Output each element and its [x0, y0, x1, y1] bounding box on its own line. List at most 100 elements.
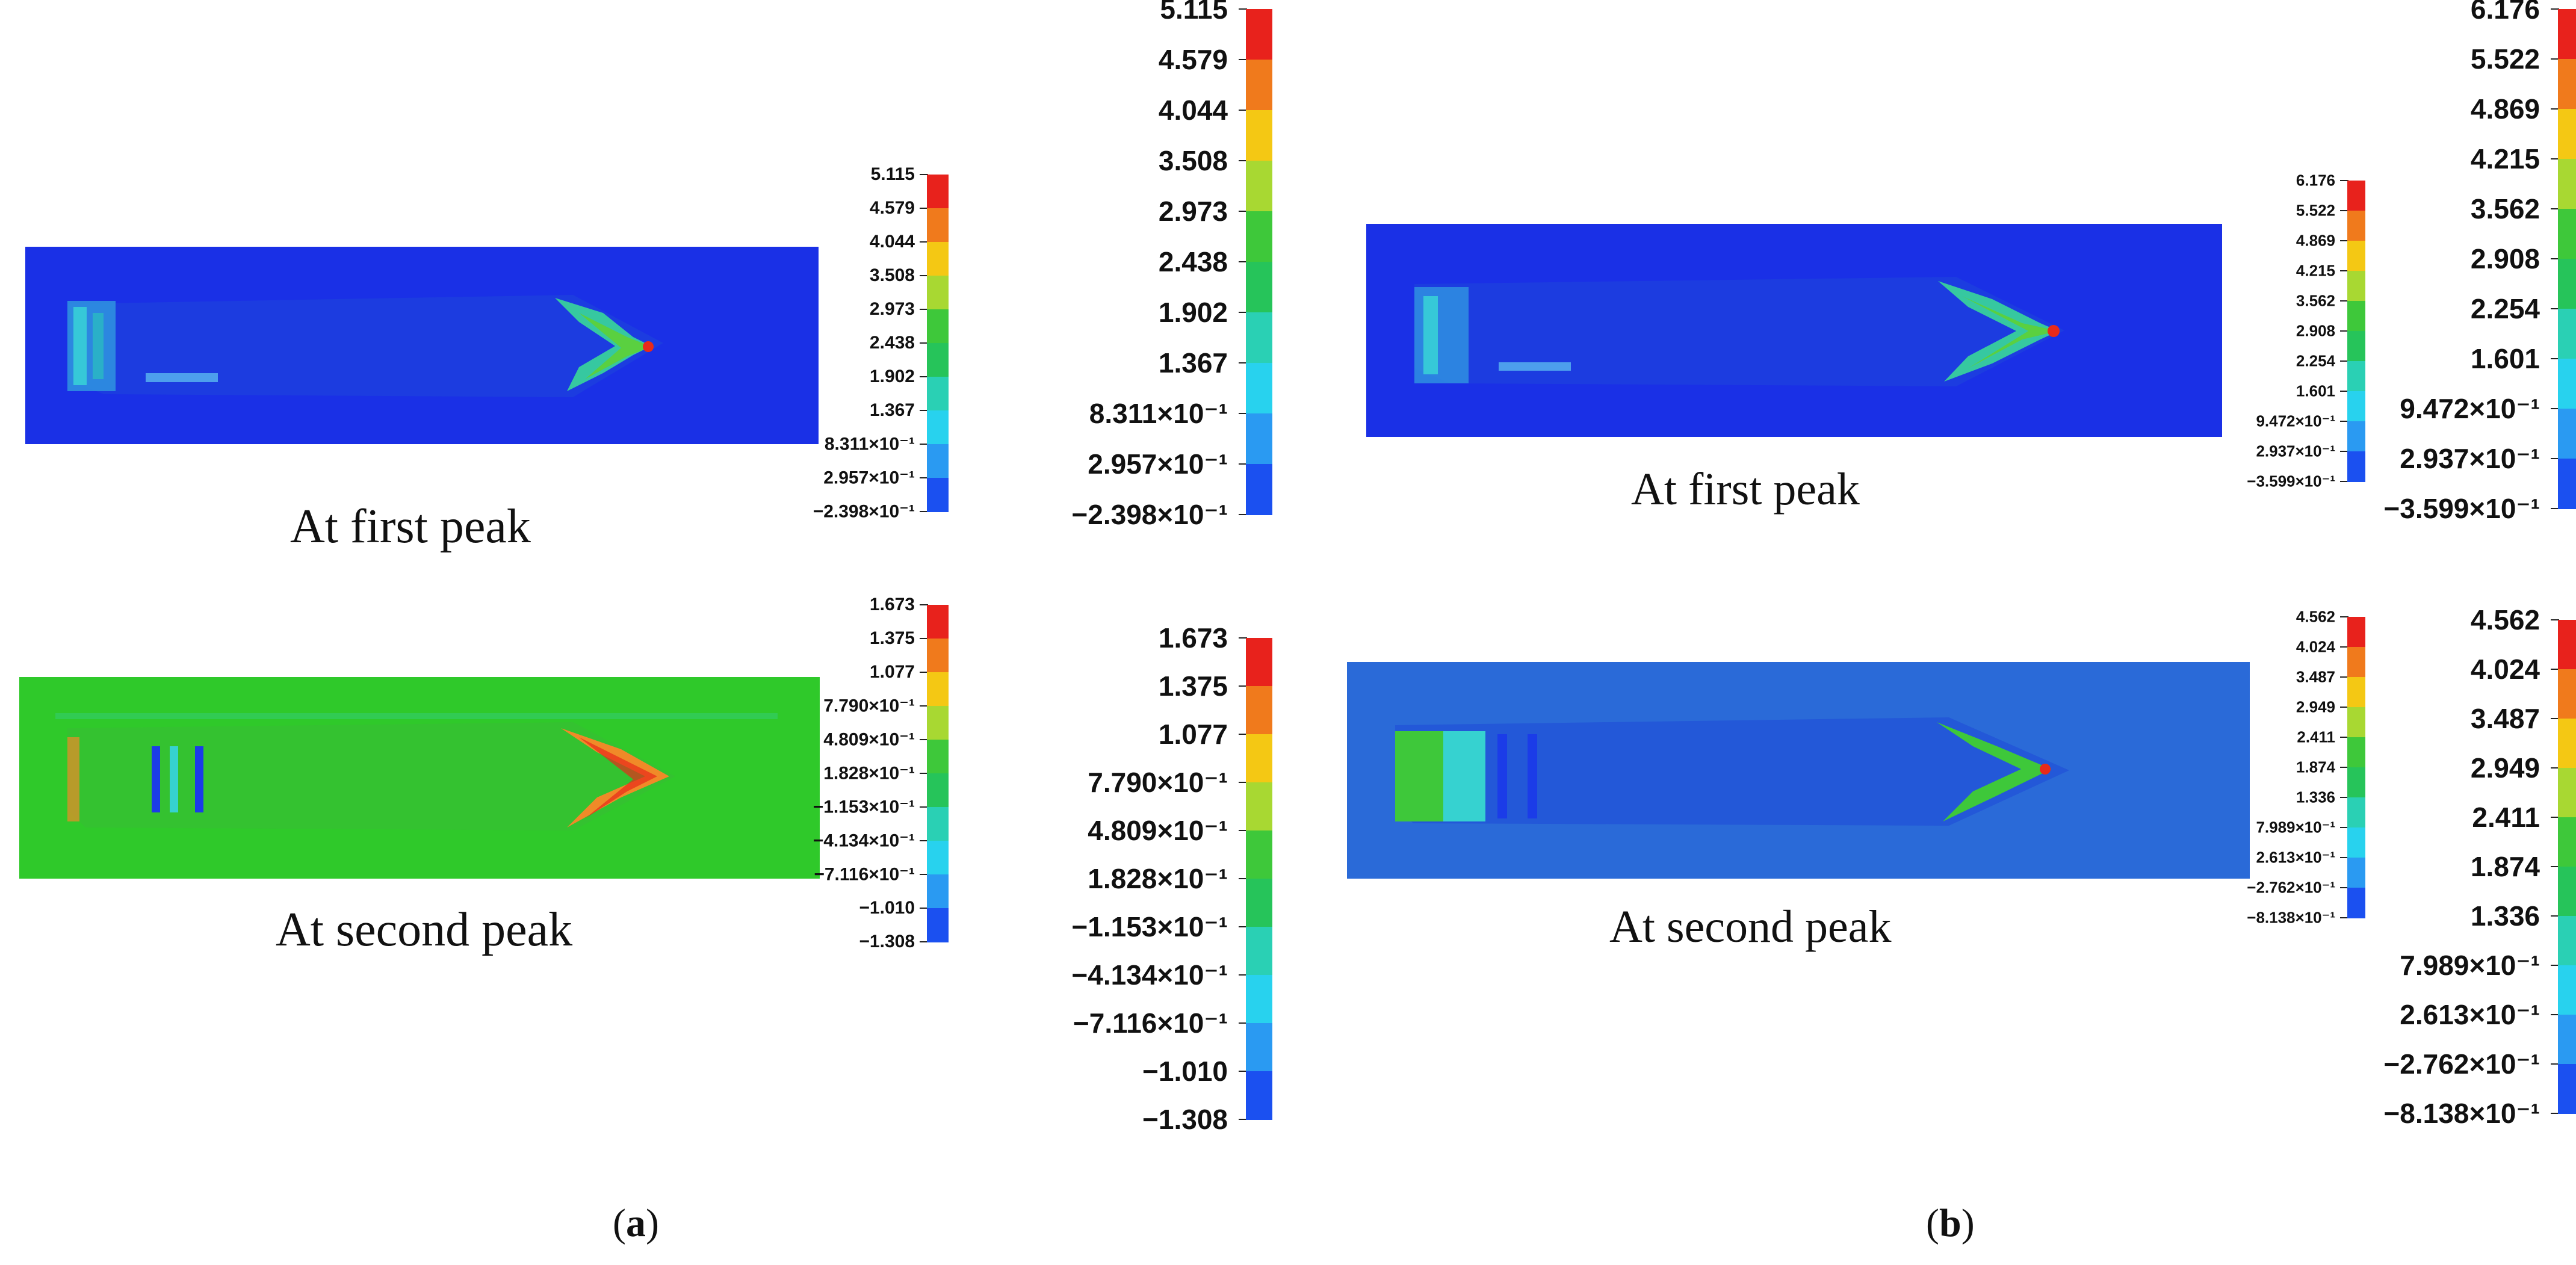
colorbar-segment — [2347, 241, 2365, 271]
colorbar-segment — [927, 343, 949, 377]
colorbar-tick — [2551, 358, 2559, 359]
colorbar-segment — [2347, 181, 2365, 211]
colorbar-tick — [1239, 514, 1247, 515]
colorbar-level-label: 4.869 — [2470, 93, 2540, 125]
colorbar-level-label: 4.809×10⁻¹ — [823, 729, 915, 750]
colorbar-tick — [2551, 1063, 2559, 1065]
colorbar-level-label: 1.874 — [2470, 851, 2540, 882]
colorbar-level-label: −7.116×10⁻¹ — [814, 864, 915, 885]
colorbar-tick — [1239, 463, 1247, 465]
colorbar-tick — [1239, 362, 1247, 363]
colorbar-segment — [1246, 1023, 1272, 1072]
caption-b-first-peak: At first peak — [1631, 464, 1860, 515]
colorbar-segment — [927, 639, 949, 673]
colorbar-tick — [920, 444, 928, 445]
colorbar-tick — [920, 840, 928, 841]
colorbar-level-label: 4.024 — [2296, 637, 2335, 656]
colorbar-level-label: 2.908 — [2470, 243, 2540, 274]
colorbar-level-label: 3.562 — [2470, 193, 2540, 224]
colorbar-segment — [927, 605, 949, 639]
colorbar-level-label: 4.579 — [1158, 44, 1228, 75]
caption-a-first-peak: At first peak — [290, 500, 531, 553]
colorbar-tick — [2340, 707, 2348, 708]
colorbar-level-label: 2.613×10⁻¹ — [2400, 999, 2540, 1030]
colorbar-level-label: 1.375 — [869, 628, 915, 648]
colorbar-segment — [2558, 59, 2576, 110]
panel-label-b: (b) — [1926, 1201, 1975, 1245]
colorbar-tick — [2551, 508, 2559, 509]
colorbar-segment — [927, 276, 949, 310]
colorbar-tick — [1239, 830, 1247, 831]
colorbar-tick — [2551, 158, 2559, 159]
contour-plot-b-second-peak — [1347, 662, 2250, 879]
colorbar-tick — [2340, 300, 2348, 302]
colorbar-segment — [1246, 638, 1272, 687]
colorbar-level-label: 1.673 — [869, 595, 915, 614]
colorbar-level-label: 4.024 — [2470, 654, 2540, 685]
colorbar-tick — [2551, 458, 2559, 459]
colorbar-segment — [2558, 409, 2576, 459]
colorbar-level-label: −8.138×10⁻¹ — [2383, 1098, 2540, 1129]
contour-plot-b-first-peak — [1366, 224, 2222, 437]
colorbar-level-label: 2.949 — [2470, 752, 2540, 784]
colorbar-level-label: 4.044 — [869, 232, 915, 252]
colorbar-level-label: 2.949 — [2296, 697, 2335, 716]
legend-a-first-large: 5.115 4.579 4.044 3.508 2.973 2.438 1.902 1.367… — [1023, 0, 1278, 530]
colorbar-level-label: 1.874 — [2296, 758, 2335, 776]
contour-plot-a-first-peak — [25, 247, 819, 444]
colorbar — [1246, 9, 1272, 515]
colorbar-level-label: 3.487 — [2470, 703, 2540, 734]
colorbar-tick — [1239, 1071, 1247, 1072]
colorbar-tick — [920, 241, 928, 243]
colorbar-segment — [2347, 361, 2365, 392]
colorbar-segment — [2347, 707, 2365, 738]
colorbar-segment — [2558, 620, 2576, 670]
colorbar-level-label: 5.522 — [2470, 43, 2540, 75]
colorbar-segment — [927, 242, 949, 276]
colorbar-tick — [1239, 160, 1247, 161]
colorbar-tick — [2340, 797, 2348, 798]
colorbar-tick — [2551, 965, 2559, 966]
colorbar-tick — [2340, 857, 2348, 858]
colorbar-tick — [2340, 391, 2348, 392]
colorbar-segment — [2558, 159, 2576, 209]
colorbar-segment — [2558, 719, 2576, 769]
colorbar-segment — [927, 410, 949, 445]
caption-a-second-peak: At second peak — [276, 903, 573, 956]
colorbar-segment — [2347, 888, 2365, 918]
colorbar-level-label: 2.957×10⁻¹ — [823, 468, 915, 488]
colorbar-tick — [2340, 646, 2348, 648]
colorbar — [1246, 638, 1272, 1120]
colorbar-level-label: 3.508 — [1158, 145, 1228, 176]
colorbar-level-label: −1.308 — [859, 932, 915, 951]
colorbar-segment — [2558, 1015, 2576, 1065]
colorbar-tick — [2551, 1014, 2559, 1015]
colorbar-segment — [1246, 1071, 1272, 1120]
colorbar-tick — [2340, 737, 2348, 738]
colorbar-level-label: −7.116×10⁻¹ — [1073, 1007, 1228, 1039]
colorbar-segment — [2558, 669, 2576, 719]
legend-b-second-small: 4.562 4.024 3.487 2.949 2.411 1.874 1.336 7.989… — [2221, 608, 2371, 930]
colorbar-tick — [2340, 767, 2348, 768]
colorbar-tick — [920, 604, 928, 605]
colorbar-level-label: 4.215 — [2296, 261, 2335, 280]
colorbar — [2347, 617, 2365, 918]
colorbar-tick — [920, 806, 928, 808]
colorbar-level-label: 2.973 — [1158, 196, 1228, 227]
colorbar-segment — [927, 740, 949, 774]
colorbar-segment — [927, 874, 949, 909]
colorbar-level-label: 3.562 — [2296, 291, 2335, 310]
colorbar — [2347, 181, 2365, 482]
colorbar-level-label: 1.828×10⁻¹ — [823, 763, 915, 784]
colorbar-segment — [927, 672, 949, 707]
colorbar-level-label: 4.562 — [2470, 604, 2540, 636]
colorbar-segment — [1246, 9, 1272, 60]
colorbar-level-label: −8.138×10⁻¹ — [2247, 908, 2335, 927]
colorbar-level-label: 2.937×10⁻¹ — [2400, 443, 2540, 474]
colorbar-tick — [2551, 866, 2559, 867]
colorbar-segment — [927, 773, 949, 808]
colorbar-level-label: −4.134×10⁻¹ — [1071, 959, 1228, 991]
colorbar-tick — [2340, 180, 2348, 181]
colorbar-tick — [1239, 734, 1247, 735]
colorbar-level-label: 1.077 — [1158, 719, 1228, 750]
